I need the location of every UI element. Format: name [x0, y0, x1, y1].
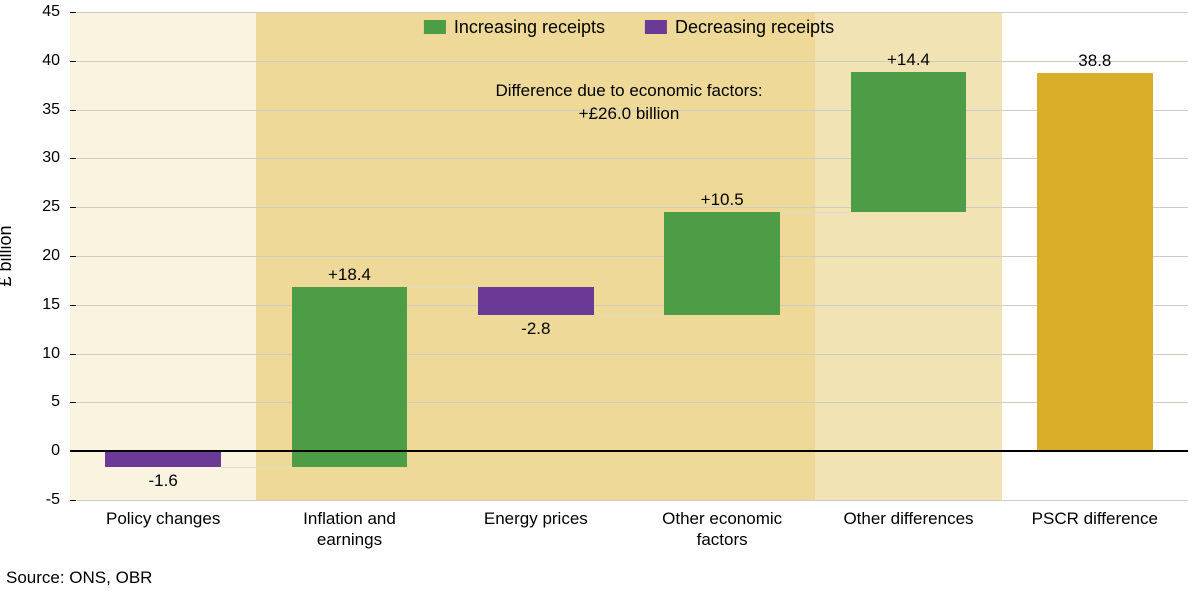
y-tick-label: 40 — [42, 52, 70, 70]
bar-value-label: -1.6 — [149, 471, 178, 491]
legend-label: Decreasing receipts — [675, 17, 834, 38]
x-category-label: Other differences — [820, 500, 997, 529]
x-category-label: Inflation andearnings — [261, 500, 438, 551]
y-tick-label: 45 — [42, 3, 70, 21]
bar-increase — [664, 212, 780, 314]
gridline — [70, 256, 1188, 257]
gridline — [70, 61, 1188, 62]
bar-value-label: 38.8 — [1078, 51, 1111, 71]
legend-item: Decreasing receipts — [645, 17, 834, 38]
gridline — [70, 12, 1188, 13]
bar-total — [1037, 73, 1153, 452]
waterfall-chart: £ billion -5 0 5 10 15 20 25 30 35 40 45 -1.6 +18.4 -… — [0, 0, 1200, 592]
legend-swatch — [645, 20, 667, 34]
gridline — [70, 158, 1188, 159]
waterfall-connector — [780, 212, 851, 213]
bar-value-label: +10.5 — [701, 190, 744, 210]
y-tick-label: 20 — [42, 247, 70, 265]
y-tick-label: 5 — [51, 393, 70, 411]
plot-area: -5051015202530354045-1.6+18.4-2.8+10.5+1… — [70, 12, 1188, 500]
y-tick-label: 0 — [51, 442, 70, 460]
y-axis-label: £ billion — [0, 225, 16, 286]
bar-value-label: +18.4 — [328, 265, 371, 285]
y-tick-label: 10 — [42, 345, 70, 363]
annotation-text: Difference due to economic factors:+£26.… — [495, 80, 762, 126]
legend: Increasing receipts Decreasing receipts — [424, 17, 834, 38]
y-tick-label: 30 — [42, 149, 70, 167]
bar-increase — [851, 72, 967, 213]
bar-value-label: +14.4 — [887, 50, 930, 70]
zero-line — [70, 450, 1188, 452]
gridline — [70, 354, 1188, 355]
y-tick-label: 35 — [42, 101, 70, 119]
waterfall-connector — [407, 287, 478, 288]
waterfall-connector — [594, 315, 665, 316]
source-text: Source: ONS, OBR — [6, 568, 152, 588]
x-category-label: Policy changes — [75, 500, 252, 529]
bar-value-label: -2.8 — [521, 319, 550, 339]
y-tick-label: 25 — [42, 198, 70, 216]
bar-increase — [292, 287, 408, 467]
x-category-label: Other economicfactors — [634, 500, 811, 551]
bar-decrease — [478, 287, 594, 314]
y-tick-label: -5 — [46, 491, 70, 509]
y-tick-label: 15 — [42, 296, 70, 314]
bar-decrease — [105, 451, 221, 467]
gridline — [70, 207, 1188, 208]
waterfall-connector — [221, 467, 292, 468]
x-category-label: Energy prices — [447, 500, 624, 529]
legend-label: Increasing receipts — [454, 17, 605, 38]
gridline — [70, 402, 1188, 403]
gridline — [70, 305, 1188, 306]
legend-item: Increasing receipts — [424, 17, 605, 38]
x-category-label: PSCR difference — [1006, 500, 1183, 529]
legend-swatch — [424, 20, 446, 34]
